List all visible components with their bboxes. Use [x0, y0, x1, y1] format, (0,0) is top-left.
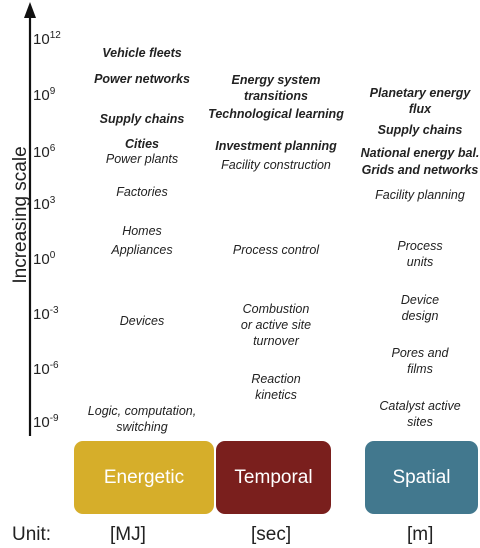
- spatial-pores-films: Pores and films: [391, 346, 449, 376]
- unit-label: Unit:: [12, 524, 52, 545]
- unit-energetic: [MJ]: [110, 524, 146, 545]
- spatial-national-energy: National energy bal.: [360, 146, 480, 160]
- unit-temporal: [sec]: [251, 524, 292, 545]
- tick-label: 10-9: [33, 413, 59, 431]
- temporal-energy-transitions: Energy system transitions: [231, 73, 321, 103]
- temporal-tech-learning: Technological learning: [208, 107, 344, 121]
- energetic-box: Energetic: [74, 441, 214, 514]
- temporal-box: Temporal: [216, 441, 331, 514]
- energetic-supply-chains: Supply chains: [99, 112, 185, 126]
- tick-label: 103: [33, 195, 56, 213]
- energetic-power-networks: Power networks: [94, 72, 190, 86]
- energetic-logic: Logic, computation, switching: [87, 404, 197, 434]
- tick-label: 1012: [33, 30, 61, 48]
- energetic-homes: Homes: [122, 224, 162, 238]
- energetic-cities: Cities: [124, 137, 160, 151]
- energetic-vehicle-fleets: Vehicle fleets: [102, 46, 182, 60]
- spatial-planetary-flux: Planetary energy flux: [369, 86, 471, 116]
- scale-axis-arrow: [24, 2, 36, 436]
- energetic-power-plants: Power plants: [105, 152, 179, 166]
- arrow-head: [24, 2, 36, 18]
- tick-label: 10-6: [33, 360, 59, 378]
- spatial-supply-chains: Supply chains: [377, 123, 463, 137]
- tick-label: 10-3: [33, 305, 59, 323]
- temporal-reaction-kinetics: Reaction kinetics: [251, 372, 301, 402]
- unit-spatial: [m]: [407, 524, 434, 545]
- temporal-combustion: Combustion or active site turnover: [240, 302, 312, 348]
- tick-label: 100: [33, 250, 56, 268]
- spatial-box: Spatial: [365, 441, 478, 514]
- temporal-investment-planning: Investment planning: [215, 139, 337, 153]
- temporal-process-control: Process control: [232, 243, 320, 257]
- spatial-device-design: Device design: [400, 293, 440, 323]
- spatial-catalyst-sites: Catalyst active sites: [379, 399, 461, 429]
- energetic-factories: Factories: [116, 185, 168, 199]
- energetic-appliances: Appliances: [111, 243, 173, 257]
- temporal-facility-construction: Facility construction: [221, 158, 331, 172]
- tick-label: 109: [33, 86, 56, 104]
- tick-label: 106: [33, 143, 56, 161]
- spatial-facility-planning: Facility planning: [375, 188, 465, 202]
- spatial-process-units: Process units: [397, 239, 443, 269]
- axis-title: Increasing scale: [10, 146, 31, 284]
- spatial-grids-networks: Grids and networks: [361, 163, 479, 177]
- energetic-devices: Devices: [119, 314, 165, 328]
